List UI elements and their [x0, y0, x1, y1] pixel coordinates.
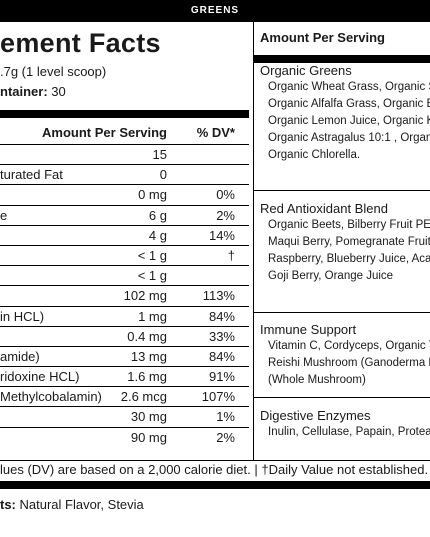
- blend-ingredient: Organic Astragalus 10:1 , Organi: [268, 132, 430, 144]
- nutrient-row: 0.4 mg 33%: [0, 325, 249, 346]
- nutrient-amount: 0.4 mg: [127, 328, 167, 344]
- blend-ingredient: Reishi Mushroom (Ganoderma Lu: [268, 357, 430, 369]
- nutrient-dv: 14%: [208, 227, 235, 243]
- daily-value-footnote: lues (DV) are based on a 2,000 calorie d…: [0, 460, 430, 480]
- supplement-facts-panel: ement Facts .7g (1 level scoop) ntainer:…: [0, 22, 249, 460]
- blend-ingredient: Inulin, Cellulase, Papain, Protease: [268, 426, 430, 438]
- nutrient-dv: 91%: [208, 369, 235, 385]
- nutrient-dv: 113%: [202, 288, 235, 304]
- blend-divider: [254, 190, 430, 191]
- nutrient-amount: 0 mg: [138, 187, 167, 203]
- blend-ingredient: Organic Alfalfa Grass, Organic Ba: [268, 98, 430, 110]
- blend-ingredient: (Whole Mushroom): [268, 374, 366, 386]
- nutrient-row: < 1 g †: [0, 244, 249, 265]
- amount-header: Amount Per Serving: [42, 125, 167, 140]
- blend-ingredient: Organic Lemon Juice, Organic Ka: [268, 115, 430, 127]
- nutrient-row: < 1 g: [0, 265, 249, 285]
- blend-ingredient: Vitamin C, Cordyceps, Organic Tu: [268, 340, 430, 352]
- servings-per-container-value: 30: [51, 84, 66, 99]
- nutrient-row: ridoxine HCL) 1.6 mg 91%: [0, 366, 249, 386]
- dv-header: % DV*: [196, 125, 235, 140]
- nutrient-amount: 6 g: [148, 207, 167, 223]
- nutrient-amount: 4 g: [148, 227, 167, 243]
- nutrient-amount: 102 mg: [123, 288, 167, 304]
- nutrient-row: in HCL) 1 mg 84%: [0, 305, 249, 326]
- nutrient-name: e: [0, 207, 8, 223]
- footnote-text: lues (DV) are based on a 2,000 calorie d…: [0, 462, 429, 477]
- blend-ingredient: Organic Wheat Grass, Organic Sp: [268, 81, 430, 93]
- blend-divider: [254, 397, 430, 398]
- blend-header: Amount Per Serving: [260, 30, 385, 45]
- nutrient-amount: 2.6 mcg: [120, 389, 167, 405]
- nutrient-row: 102 mg 113%: [0, 285, 249, 305]
- facts-rows: 15 turated Fat 0 0 mg 0% e 6 g 2% 4 g 14% < 1 g † < …: [0, 144, 249, 447]
- thick-divider: [254, 55, 430, 63]
- nutrient-amount: 0: [159, 167, 167, 183]
- blend-ingredient: Raspberry, Blueberry Juice, Acai: [268, 253, 430, 265]
- nutrient-row: 90 mg 2%: [0, 426, 249, 447]
- blend-ingredient: Organic Chlorella.: [268, 149, 361, 161]
- nutrient-amount: 13 mg: [130, 348, 167, 364]
- serving-size: .7g (1 level scoop): [0, 64, 107, 79]
- nutrient-dv: 2%: [216, 207, 235, 223]
- thick-divider: [0, 481, 430, 489]
- blend-digestive-enzymes: Digestive Enzymes Inulin, Cellulase, Pap…: [260, 407, 430, 441]
- product-banner: GREENS: [0, 0, 430, 22]
- blend-red-antioxidant: Red Antioxidant Blend Organic Beets, Bil…: [260, 200, 430, 285]
- blend-name: Immune Support: [260, 322, 357, 337]
- nutrient-name: amide): [0, 348, 40, 364]
- nutrient-name: Methylcobalamin): [0, 389, 102, 405]
- nutrient-row: 4 g 14%: [0, 224, 249, 245]
- servings-per-container: ntainer: 30: [0, 84, 66, 99]
- blend-name: Digestive Enzymes: [260, 408, 371, 423]
- nutrient-amount: < 1 g: [137, 247, 167, 263]
- facts-title: ement Facts: [0, 28, 161, 58]
- nutrient-dv: 0%: [216, 187, 235, 203]
- nutrient-row: 30 mg 1%: [0, 406, 249, 426]
- thick-divider: [0, 110, 249, 118]
- nutrient-amount: 1 mg: [138, 308, 167, 324]
- nutrient-row: 15: [0, 144, 249, 164]
- nutrient-dv: 84%: [208, 308, 235, 324]
- blend-name: Organic Greens: [260, 63, 352, 78]
- nutrient-name: in HCL): [0, 308, 45, 324]
- nutrient-row: e 6 g 2%: [0, 204, 249, 225]
- nutrient-row: 0 mg 0%: [0, 184, 249, 204]
- nutrient-dv: †: [227, 247, 235, 263]
- nutrient-name: ridoxine HCL): [0, 369, 80, 385]
- other-ingredients-label: ts:: [0, 497, 16, 512]
- blend-divider: [254, 312, 430, 313]
- nutrient-row: turated Fat 0: [0, 164, 249, 184]
- nutrient-dv: 33%: [208, 328, 235, 344]
- nutrient-dv: 107%: [201, 389, 235, 405]
- nutrient-row: amide) 13 mg 84%: [0, 345, 249, 366]
- nutrient-row: Methylcobalamin) 2.6 mcg 107%: [0, 386, 249, 406]
- blend-immune-support: Immune Support Vitamin C, Cordyceps, Org…: [260, 321, 430, 389]
- blend-ingredient: Organic Beets, Bilberry Fruit PE 4: [268, 219, 430, 231]
- blend-name: Red Antioxidant Blend: [260, 201, 388, 216]
- facts-header-row: Amount Per Serving % DV*: [0, 123, 249, 143]
- nutrient-dv: 2%: [216, 429, 235, 445]
- blend-ingredient: Maqui Berry, Pomegranate Fruit,: [268, 236, 430, 248]
- nutrient-amount: 90 mg: [130, 429, 167, 445]
- nutrient-dv: 84%: [208, 348, 235, 364]
- servings-per-container-label: ntainer:: [0, 84, 48, 99]
- nutrient-name: turated Fat: [0, 167, 63, 183]
- nutrient-dv: 1%: [216, 409, 235, 425]
- blend-ingredient: Goji Berry, Orange Juice: [268, 270, 394, 282]
- other-ingredients-value: Natural Flavor, Stevia: [15, 497, 144, 512]
- nutrient-amount: < 1 g: [137, 268, 167, 284]
- nutrient-amount: 15: [152, 147, 167, 162]
- blend-panel: Amount Per Serving Organic Greens Organi…: [253, 22, 430, 460]
- nutrient-amount: 30 mg: [130, 409, 167, 425]
- nutrient-amount: 1.6 mg: [127, 369, 167, 385]
- other-ingredients: ts: Natural Flavor, Stevia: [0, 497, 144, 512]
- blend-organic-greens: Organic Greens Organic Wheat Grass, Orga…: [260, 62, 430, 164]
